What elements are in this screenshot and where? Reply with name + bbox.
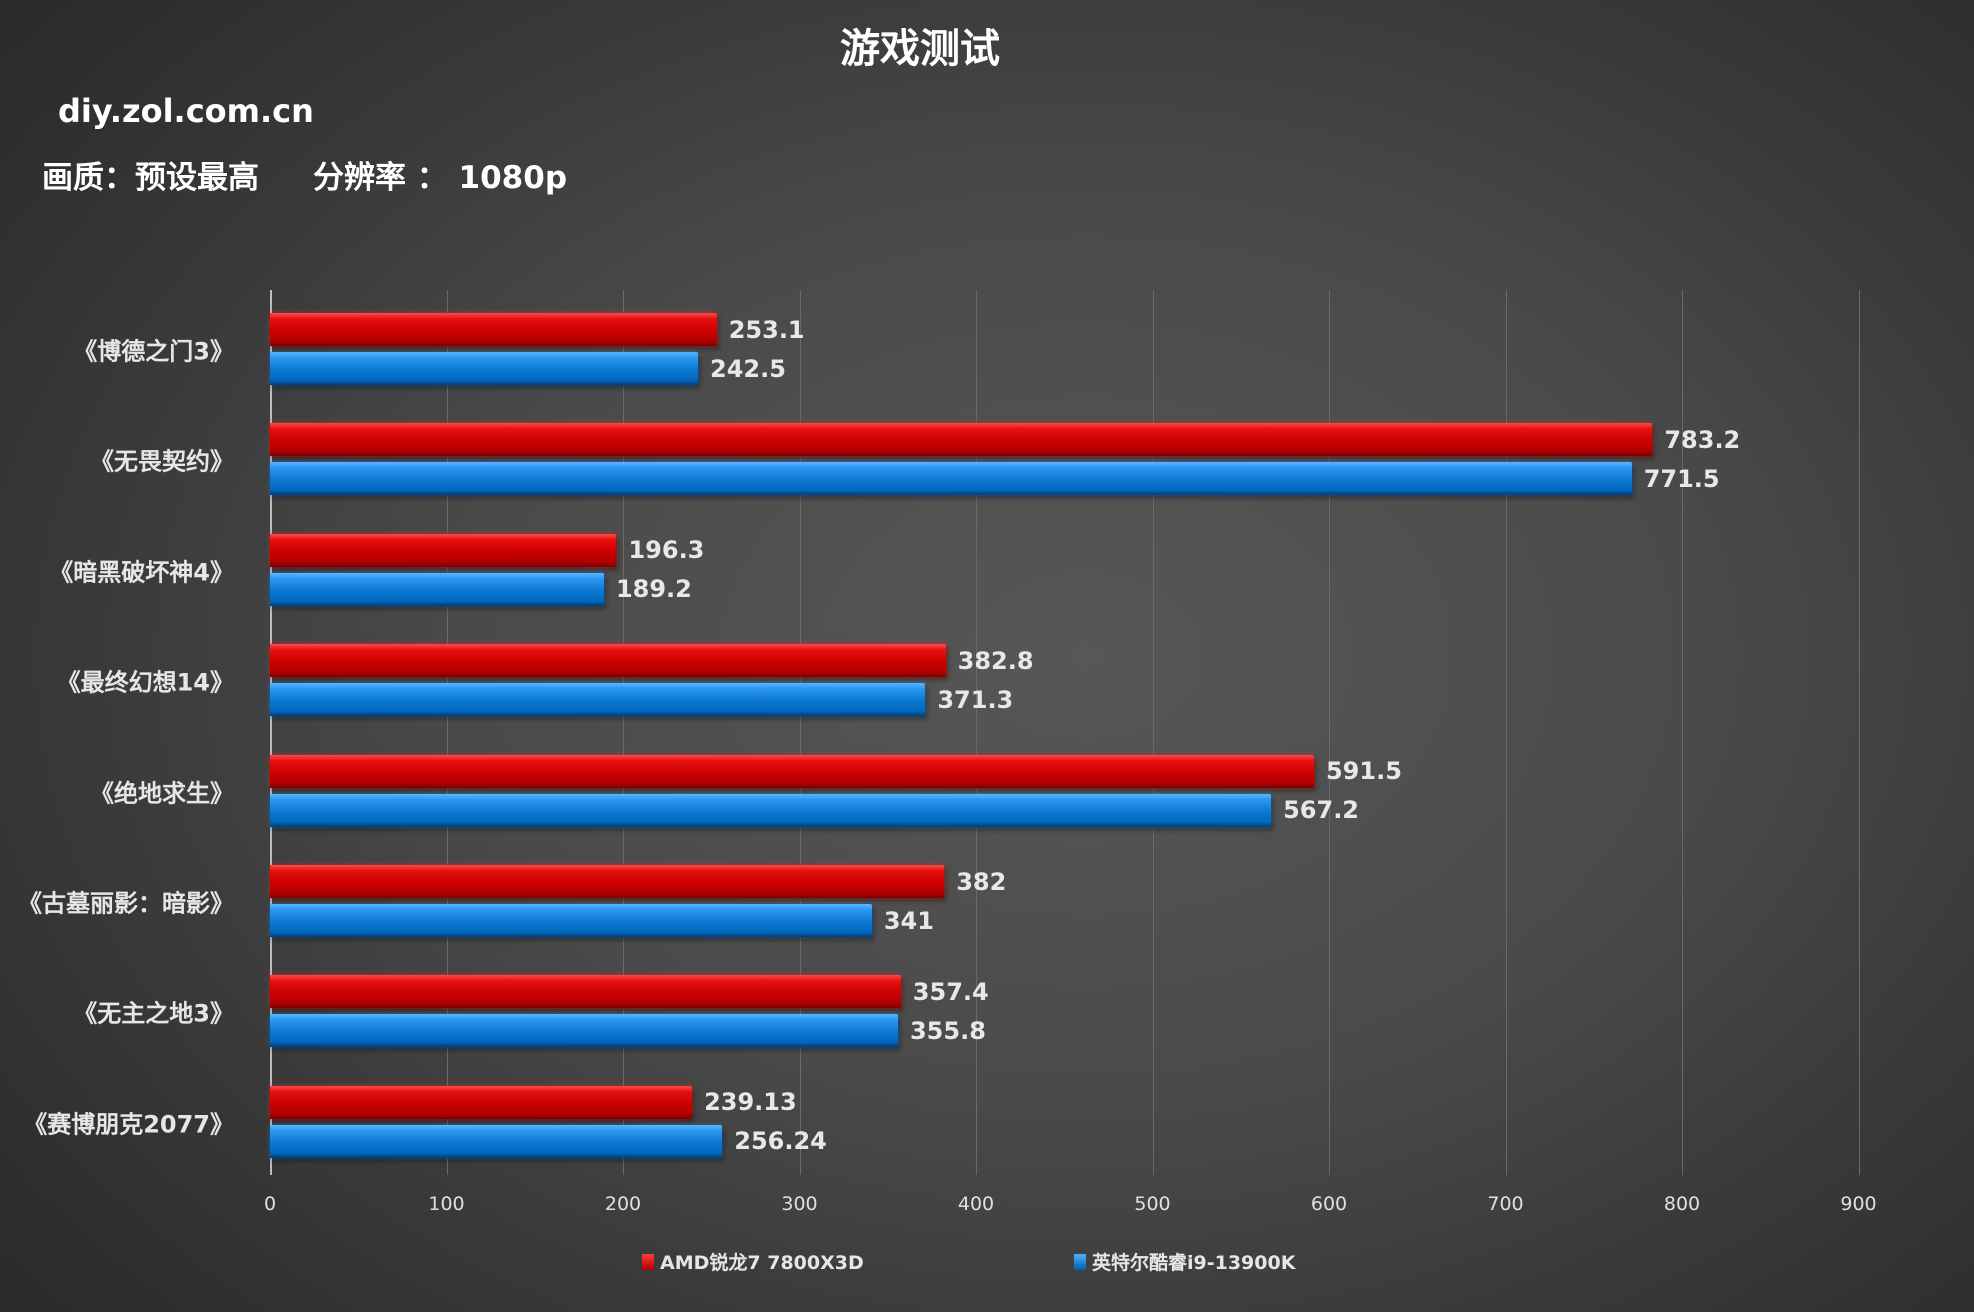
category-label: 《博德之门3》 bbox=[73, 337, 234, 366]
value-label-intel: 189.2 bbox=[615, 575, 692, 604]
bar-intel bbox=[270, 572, 604, 606]
category-label: 《绝地求生》 bbox=[90, 779, 234, 808]
bar-intel bbox=[270, 904, 872, 937]
x-tick-label: 800 bbox=[1663, 1193, 1701, 1215]
value-label-amd: 591.5 bbox=[1325, 757, 1402, 786]
value-label-amd: 253.1 bbox=[728, 315, 805, 344]
x-tick-label: 400 bbox=[957, 1193, 995, 1215]
x-tick-label: 700 bbox=[1487, 1193, 1524, 1215]
x-tick-label: 300 bbox=[781, 1193, 818, 1215]
value-label-amd: 239.13 bbox=[704, 1088, 797, 1117]
x-tick-label: 900 bbox=[1840, 1193, 1877, 1215]
bar-amd bbox=[270, 975, 901, 1009]
x-tick-label: 200 bbox=[604, 1193, 642, 1215]
value-label-intel: 242.5 bbox=[710, 354, 786, 383]
gridline bbox=[1682, 290, 1683, 1175]
bar-intel bbox=[270, 1124, 723, 1158]
bar-amd bbox=[270, 1085, 693, 1119]
category-label: 《暗黑破坏神4》 bbox=[49, 558, 234, 587]
category-label: 《古墓丽影：暗影》 bbox=[18, 889, 234, 918]
value-label-intel: 371.3 bbox=[937, 685, 1014, 714]
settings-subtitle: 画质：预设最高 分辨率 ： 1080p bbox=[42, 160, 568, 196]
bar-intel bbox=[270, 1014, 898, 1048]
category-label: 《无主之地3》 bbox=[73, 999, 234, 1028]
amd-swatch-icon bbox=[642, 1253, 654, 1270]
chart-title: 游戏测试 bbox=[840, 26, 1000, 72]
plot-area: 253.1 242.5 783.2 771.5 196.3 189.2 382.8 371.3… bbox=[270, 290, 1860, 1175]
value-label-amd: 357.4 bbox=[912, 977, 989, 1006]
bar-amd bbox=[270, 754, 1314, 788]
bar-amd bbox=[270, 644, 946, 678]
y-axis-line bbox=[270, 290, 272, 1175]
x-tick-label: 100 bbox=[428, 1193, 465, 1215]
x-tick-label: 500 bbox=[1134, 1193, 1171, 1215]
intel-swatch-icon bbox=[1074, 1253, 1086, 1270]
gridline bbox=[799, 290, 801, 1175]
bar-amd bbox=[270, 865, 945, 898]
gridline bbox=[1858, 290, 1860, 1175]
legend-item-amd: AMD锐龙7 7800X3D bbox=[642, 1248, 864, 1275]
category-label: 《无畏契约》 bbox=[90, 447, 234, 476]
bar-intel bbox=[270, 462, 1632, 496]
site-watermark: diy.zol.com.cn bbox=[58, 92, 314, 130]
gridline bbox=[1152, 290, 1154, 1175]
gridline bbox=[1329, 290, 1330, 1175]
value-label-amd: 783.2 bbox=[1664, 425, 1741, 454]
bar-intel bbox=[270, 352, 698, 385]
bar-amd bbox=[270, 423, 1653, 457]
x-tick-label: 0 bbox=[263, 1193, 277, 1215]
category-label: 《最终幻想14》 bbox=[56, 668, 234, 697]
value-label-intel: 256.24 bbox=[734, 1127, 827, 1156]
value-label-amd: 382.8 bbox=[957, 646, 1034, 675]
legend-label-intel: 英特尔酷睿i9-13900K bbox=[1092, 1252, 1296, 1274]
x-tick-label: 600 bbox=[1310, 1193, 1348, 1215]
bar-intel bbox=[270, 683, 926, 717]
value-label-amd: 196.3 bbox=[628, 536, 705, 565]
gridline bbox=[623, 290, 624, 1175]
value-label-intel: 341 bbox=[883, 906, 934, 935]
bar-intel bbox=[270, 793, 1272, 827]
value-label-intel: 771.5 bbox=[1643, 464, 1720, 493]
value-label-intel: 567.2 bbox=[1283, 796, 1360, 825]
gridline bbox=[1505, 290, 1507, 1175]
bar-amd bbox=[270, 313, 717, 346]
legend-item-intel: 英特尔酷睿i9-13900K bbox=[1074, 1248, 1295, 1275]
category-label: 《赛博朋克2077》 bbox=[23, 1110, 234, 1139]
gridline bbox=[446, 290, 448, 1175]
legend-label-amd: AMD锐龙7 7800X3D bbox=[660, 1252, 864, 1274]
bar-amd bbox=[270, 533, 617, 567]
value-label-intel: 355.8 bbox=[909, 1016, 986, 1045]
value-label-amd: 382 bbox=[956, 867, 1007, 896]
gridline bbox=[976, 290, 977, 1175]
